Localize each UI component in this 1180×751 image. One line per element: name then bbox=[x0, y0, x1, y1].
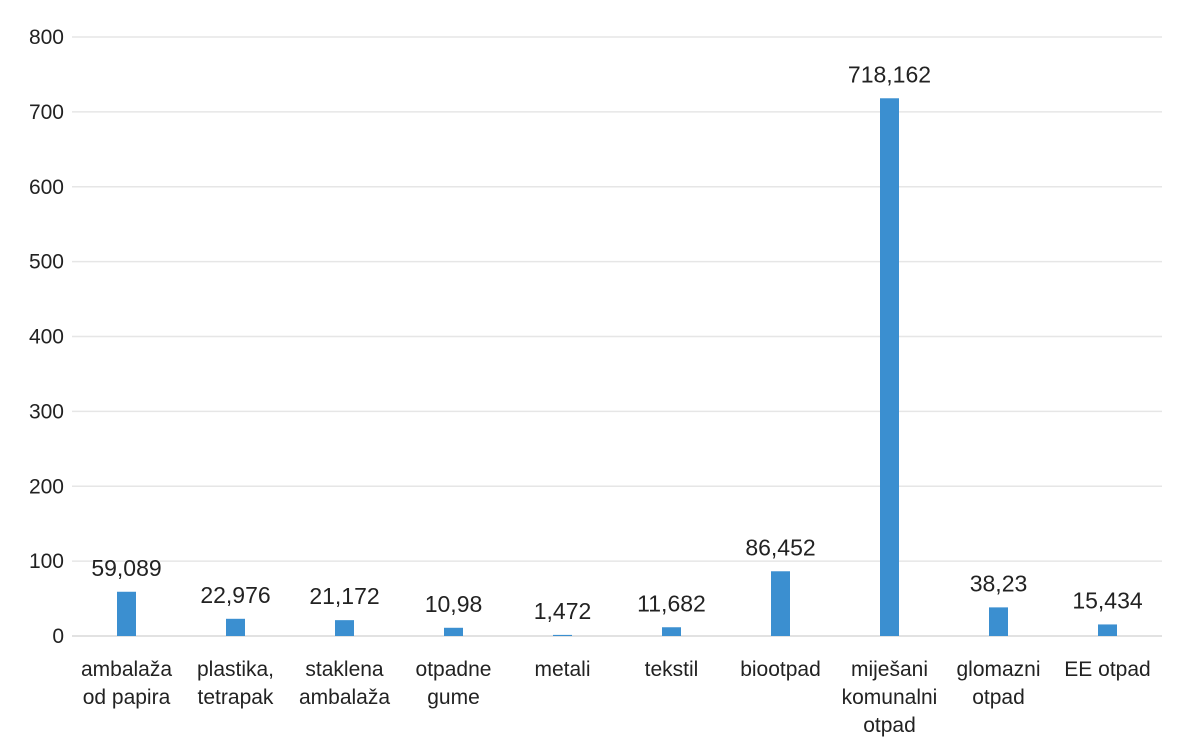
x-tick-label-line: plastika, bbox=[197, 658, 274, 681]
data-label: 10,98 bbox=[425, 591, 483, 617]
x-tick-label: glomazni otpad bbox=[956, 658, 1040, 709]
bar bbox=[335, 620, 354, 636]
x-tick-label-line: ambalaža bbox=[81, 658, 172, 681]
x-tick-label-line: ambalaža bbox=[299, 686, 390, 709]
y-tick-label: 100 bbox=[29, 550, 64, 573]
y-tick-label: 0 bbox=[52, 625, 64, 648]
data-label: 718,162 bbox=[848, 61, 931, 87]
data-label: 86,452 bbox=[745, 534, 815, 560]
x-tick-label: miješani komunalni otpad bbox=[842, 658, 938, 737]
x-tick-label-line: miješani bbox=[851, 658, 928, 681]
x-tick-label: otpadne gume bbox=[416, 658, 492, 709]
y-tick-label: 500 bbox=[29, 251, 64, 274]
x-tick-label: ambalaža od papira bbox=[81, 658, 172, 709]
x-tick-label-line: otpad bbox=[972, 686, 1025, 709]
y-tick-label: 700 bbox=[29, 101, 64, 124]
data-label: 21,172 bbox=[309, 583, 379, 609]
data-label: 22,976 bbox=[200, 582, 270, 608]
y-tick-label: 400 bbox=[29, 326, 64, 349]
data-label: 11,682 bbox=[637, 590, 706, 616]
bars bbox=[117, 98, 1117, 637]
x-tick-label: staklena ambalaža bbox=[299, 658, 390, 709]
x-tick-label-line: tekstil bbox=[645, 658, 699, 681]
x-tick-label-line: gume bbox=[427, 686, 480, 709]
x-tick-label-line: metali bbox=[534, 658, 590, 681]
x-tick-label-line: biootpad bbox=[740, 658, 821, 681]
bar bbox=[553, 634, 572, 636]
data-label: 15,434 bbox=[1072, 587, 1143, 613]
x-tick-label: biootpad bbox=[740, 658, 821, 681]
data-labels: 59,089 22,976 21,172 10,98 1,472 11,682 86,452… bbox=[91, 61, 1143, 624]
x-tick-label-line: glomazni bbox=[956, 658, 1040, 681]
x-tick-label-line: otpad bbox=[863, 714, 916, 737]
x-tick-label: metali bbox=[534, 658, 590, 681]
bar bbox=[226, 618, 245, 636]
bar bbox=[989, 607, 1008, 636]
x-tick-label-line: komunalni bbox=[842, 686, 938, 709]
x-tick-label-line: otpadne bbox=[416, 658, 492, 681]
y-tick-label: 200 bbox=[29, 475, 64, 498]
y-tick-label: 600 bbox=[29, 176, 64, 199]
x-tick-label: EE otpad bbox=[1064, 658, 1150, 681]
data-label: 1,472 bbox=[534, 598, 592, 624]
x-tick-label-line: EE otpad bbox=[1064, 658, 1150, 681]
bar bbox=[117, 591, 136, 636]
data-label: 38,23 bbox=[970, 570, 1028, 596]
bar bbox=[771, 571, 790, 636]
bar bbox=[662, 627, 681, 636]
x-axis-category-labels: ambalaža od papira plastika, tetrapak stakle… bbox=[81, 658, 1151, 737]
x-tick-label-line: staklena bbox=[305, 658, 384, 681]
bar bbox=[880, 98, 899, 637]
data-label: 59,089 bbox=[91, 555, 161, 581]
bar bbox=[1098, 624, 1117, 636]
y-tick-label: 300 bbox=[29, 400, 64, 423]
bar bbox=[444, 627, 463, 636]
gridlines bbox=[72, 36, 1162, 637]
x-tick-label-line: tetrapak bbox=[198, 686, 274, 709]
x-tick-label: tekstil bbox=[645, 658, 699, 681]
y-axis-tick-labels: 0 100 200 300 400 500 600 700 800 bbox=[29, 26, 64, 648]
x-tick-label: plastika, tetrapak bbox=[197, 658, 274, 709]
x-tick-label-line: od papira bbox=[83, 686, 171, 709]
y-tick-label: 800 bbox=[29, 26, 64, 49]
